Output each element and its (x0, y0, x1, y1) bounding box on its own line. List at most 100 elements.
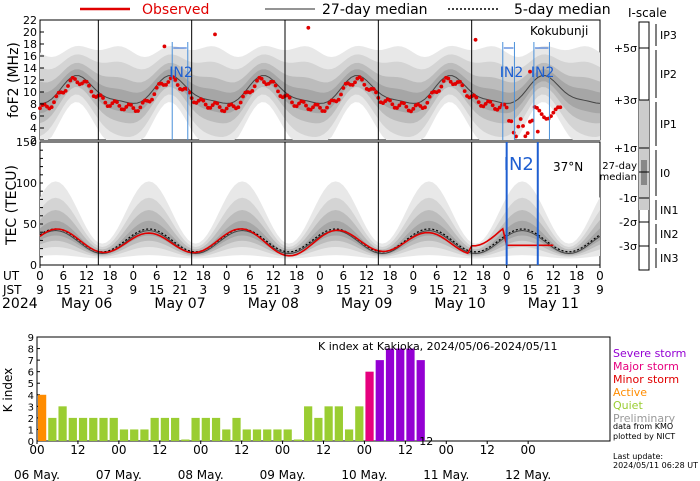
fof2-observed-point (89, 89, 94, 94)
jst-tick-label: 15 (429, 283, 444, 297)
station-label: Kokubunji (530, 24, 588, 38)
iscale-level-label: IN3 (660, 252, 678, 265)
ut-tick-label: 12 (172, 269, 187, 283)
kindex-bar (222, 429, 231, 441)
kindex-ytick-label: 5 (28, 379, 34, 390)
fof2-observed-point (441, 79, 446, 83)
fof2-observed-point (549, 114, 553, 119)
fof2-observed-point (215, 101, 220, 106)
fof2-observed-point (483, 101, 488, 106)
jst-tick-label: 9 (503, 283, 511, 297)
kindex-legend-item: Preliminary (613, 412, 676, 425)
kindex-ylabel: K index (1, 368, 15, 413)
fof2-observed-point (122, 107, 126, 112)
jst-tick-label: 3 (386, 283, 394, 297)
iscale-level-label: IP1 (660, 118, 677, 131)
kindex-bar (150, 417, 159, 441)
fof2-observed-point (241, 94, 245, 99)
ut-tick-label: 18 (196, 269, 211, 283)
fof2-observed-point (371, 87, 376, 91)
top-legend: Observed 27-day median 5-day median (80, 2, 611, 18)
jst-tick-label: 3 (293, 283, 301, 297)
fof2-observed-point (138, 105, 143, 110)
jst-tick-label: 21 (172, 283, 187, 297)
fof2-observed-point (558, 105, 563, 110)
jst-tick-label: 21 (359, 283, 374, 297)
fof2-observed-point (514, 134, 518, 139)
kindex-bar (160, 417, 170, 441)
fof2-observed-point (287, 95, 292, 100)
last-update-value: 2024/05/11 06:28 UT (613, 461, 698, 470)
fof2-observed-point (350, 83, 355, 87)
kindex-xtick-label: 00 (521, 443, 536, 457)
kindex-bar (99, 417, 108, 441)
kindex-bar (334, 406, 343, 441)
fof2-observed-point (448, 79, 453, 84)
fof2-outlier-point (306, 25, 311, 30)
fof2-observed-point (98, 93, 103, 98)
jst-label: JST (2, 283, 22, 297)
tec-ytick-label: 150 (16, 136, 37, 149)
fof2-ytick-label: 18 (23, 38, 37, 51)
fof2-observed-point (374, 90, 378, 95)
kindex-ytick-label: 0 (28, 437, 34, 448)
kindex-bar (273, 429, 282, 441)
fof2-observed-point (476, 100, 481, 105)
jst-tick-label: 21 (79, 283, 94, 297)
fof2-observed-point (250, 89, 255, 93)
jst-tick-label: 3 (573, 283, 581, 297)
kindex-day-label: 09 May. (260, 468, 306, 481)
fof2-observed-point (339, 92, 343, 97)
kindex-bar (304, 406, 313, 441)
day-label: May 11 (528, 296, 579, 312)
fof2-observed-point (327, 101, 332, 105)
fof2-observed-point (311, 105, 315, 110)
fof2-observed-point (539, 112, 544, 117)
iscale-sigma-label: +3σ (614, 94, 637, 107)
fof2-observed-point (38, 106, 42, 111)
jst-tick-label: 15 (149, 283, 164, 297)
iscale-sigma-label: -3σ (619, 240, 637, 253)
kindex-xtick-label: 00 (275, 443, 290, 457)
fof2-observed-point (308, 107, 313, 112)
fof2-observed-point (395, 106, 399, 110)
kindex-ytick-label: 6 (28, 368, 34, 379)
day-label: May 07 (154, 296, 205, 312)
kindex-xtick-label: 00 (111, 443, 126, 457)
kindex-bar (406, 348, 415, 441)
observed-legend-label: Observed (142, 2, 209, 18)
kindex-xtick-label: 12 (152, 443, 167, 457)
kindex-bar (263, 429, 272, 441)
fof2-observed-point (271, 79, 276, 84)
fof2-observed-point (411, 106, 416, 111)
ut-tick-label: 6 (153, 269, 161, 283)
ut-tick-label: 0 (316, 269, 324, 283)
tec-ylabel: TEC (TECU) (4, 165, 20, 246)
fof2-observed-point (502, 102, 507, 107)
fof2-observed-point (173, 78, 178, 82)
fof2-observed-point (297, 101, 301, 106)
iscale-level-label: IN1 (660, 204, 678, 217)
fof2-observed-point (87, 83, 91, 88)
fof2-ytick-label: 16 (23, 50, 37, 63)
fof2-observed-point (315, 102, 320, 107)
day-label: May 09 (341, 296, 392, 312)
ut-tick-label: 6 (60, 269, 68, 283)
tec-ytick-label: 0 (30, 259, 37, 272)
ut-tick-label: 0 (130, 269, 138, 283)
fof2-in2-label: IN2 (531, 65, 555, 81)
fof2-ytick-label: 4 (30, 122, 37, 135)
kindex-bar (140, 429, 149, 441)
iscale-sigma-label: +5σ (614, 42, 637, 55)
fof2-observed-point (108, 104, 112, 108)
fof2-observed-point (497, 105, 502, 110)
time-axis: UT JST 2024 0961512211830961512211830961… (2, 265, 604, 312)
kindex-bar (365, 371, 374, 441)
kindex-ytick-label: 8 (28, 345, 34, 356)
fof2-observed-point (481, 104, 486, 109)
kindex-ytick-label: 4 (28, 391, 34, 402)
fof2-observed-point (236, 105, 241, 110)
fof2-observed-point (304, 103, 308, 108)
tec-observed-line (39, 227, 554, 257)
